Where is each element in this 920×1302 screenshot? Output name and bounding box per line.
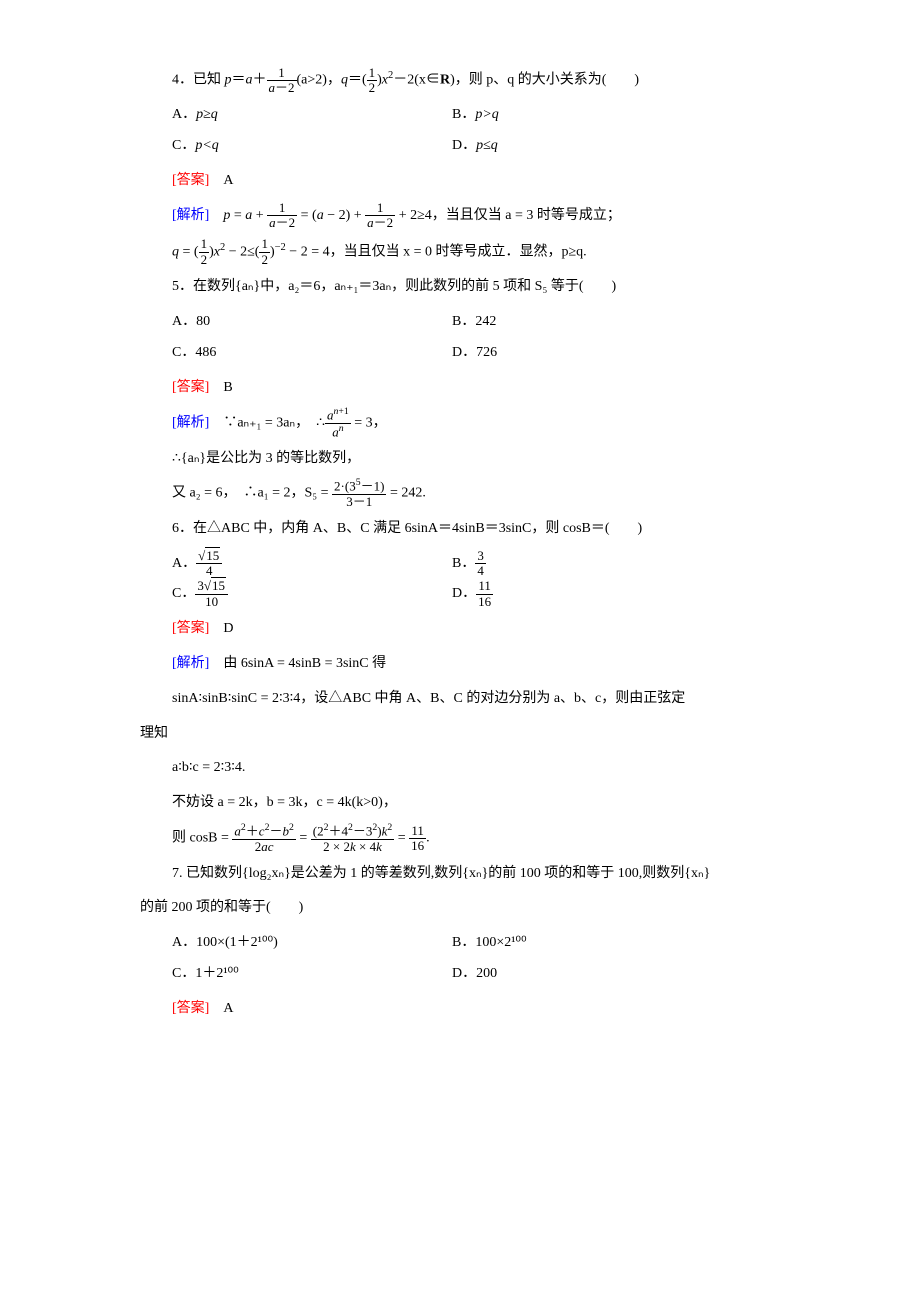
q6-exp5-pre: 则 cosB =	[172, 831, 232, 846]
q6-optC: C．31510	[172, 579, 452, 610]
q4-exp1-mid: + 2≥4，当且仅当 a = 3 时等号成立；	[395, 208, 621, 223]
q7-opts-row1: A．100×(1＋2¹⁰⁰) B．100×2¹⁰⁰	[140, 928, 820, 959]
answer-label: [答案]	[172, 380, 209, 395]
q6-explain-1: [解析] 由 6sinA = 4sinB = 3sinC 得	[140, 649, 820, 680]
q7-stem-2: 的前 200 项的和等于( )	[140, 893, 820, 924]
q5-exp1-suf: = 3，	[351, 416, 387, 431]
explain-label: [解析]	[172, 416, 209, 431]
q5-exp1-pre: ∵aₙ₊₁ = 3aₙ， ∴	[209, 416, 325, 431]
q4-optD-text: p≤q	[476, 138, 498, 153]
q5-explain-3: 又 a₂ = 6， ∴a₁ = 2，S₅ = 2·(35－1)3－1 = 242…	[140, 478, 820, 509]
q4-optC: C．p<q	[172, 131, 452, 162]
q6-optA: A．154	[172, 549, 452, 580]
q6-stem: 6．在△ABC 中，内角 A、B、C 满足 6sinA＝4sinB＝3sinC，…	[140, 514, 820, 545]
q6-ans-text: D	[209, 621, 233, 636]
q7-stem-1: 7. 已知数列{log₂xₙ}是公差为 1 的等差数列,数列{xₙ}的前 100…	[140, 859, 820, 890]
q6-explain-2: sinA∶sinB∶sinC = 2∶3∶4，设△ABC 中角 A、B、C 的对…	[140, 684, 820, 715]
q4-optB: B．p>q	[452, 100, 820, 131]
q4-explain-1: [解析] p = a + 1a－2 = (a − 2) + 1a－2 + 2≥4…	[140, 201, 820, 232]
q6-answer: [答案] D	[140, 614, 820, 645]
q6-optC-label: C．	[172, 586, 195, 601]
q4-optD: D．p≤q	[452, 131, 820, 162]
q4-opts-row2: C．p<q D．p≤q	[140, 131, 820, 162]
answer-label: [答案]	[172, 173, 209, 188]
q6-opts-row2: C．31510 D．1116	[140, 579, 820, 610]
q6-optD-label: D．	[452, 586, 476, 601]
q6-explain-3: a∶b∶c = 2∶3∶4.	[140, 753, 820, 784]
q6-explain-2b: 理知	[140, 719, 820, 750]
q4-stem-suffix: )，则 p、q 的大小关系为( )	[450, 73, 639, 88]
q6-explain-5: 则 cosB = a2＋c2－b22ac = (22＋42－32)k22 × 2…	[140, 823, 820, 854]
q6-exp1: 由 6sinA = 4sinB = 3sinC 得	[209, 656, 386, 671]
q4-optB-text: p>q	[475, 107, 498, 122]
q4-optB-label: B．	[452, 107, 475, 122]
q7-ans-text: A	[209, 1001, 233, 1016]
q7-optD: D．200	[452, 959, 820, 990]
q5-explain-2: ∴{aₙ}是公比为 3 的等比数列，	[140, 444, 820, 475]
q7-optB: B．100×2¹⁰⁰	[452, 928, 820, 959]
q4-optC-text: p<q	[195, 138, 218, 153]
q4-optA-text: p≥q	[196, 107, 218, 122]
q5-ans-text: B	[209, 380, 232, 395]
q4-optA-label: A．	[172, 107, 196, 122]
q5-stem: 5．在数列{aₙ}中，a₂＝6，aₙ₊₁＝3aₙ，则此数列的前 5 项和 S₅ …	[140, 272, 820, 303]
q5-optA: A．80	[172, 307, 452, 338]
q7-optA: A．100×(1＋2¹⁰⁰)	[172, 928, 452, 959]
explain-label: [解析]	[172, 656, 209, 671]
q4-answer: [答案] A	[140, 166, 820, 197]
q4-opts-row1: A．p≥q B．p>q	[140, 100, 820, 131]
q7-answer: [答案] A	[140, 994, 820, 1025]
q5-answer: [答案] B	[140, 373, 820, 404]
answer-label: [答案]	[172, 621, 209, 636]
q5-exp3-pre: 又 a₂ = 6， ∴a₁ = 2，S₅ =	[172, 486, 332, 501]
q4-explain-2: q = (12)x2 − 2≤(12)−2 − 2 = 4，当且仅当 x = 0…	[140, 236, 820, 268]
q6-opts-row1: A．154 B．34	[140, 549, 820, 580]
q5-exp3-suf: = 242.	[386, 486, 425, 501]
explain-label: [解析]	[172, 208, 209, 223]
q6-optB: B．34	[452, 549, 820, 580]
q4-ans-text: A	[209, 173, 233, 188]
q5-opts-row2: C．486 D．726	[140, 338, 820, 369]
answer-label: [答案]	[172, 1001, 209, 1016]
q4-stem-mid2: －2(x∈	[393, 73, 440, 88]
q6-exp5-mid2: =	[394, 831, 409, 846]
q6-explain-4: 不妨设 a = 2k，b = 3k，c = 4k(k>0)，	[140, 788, 820, 819]
q6-exp5-suf: .	[426, 831, 430, 846]
q7-optC: C．1＋2¹⁰⁰	[172, 959, 452, 990]
q6-optD: D．1116	[452, 579, 820, 610]
q7-opts-row2: C．1＋2¹⁰⁰ D．200	[140, 959, 820, 990]
q5-explain-1: [解析] ∵aₙ₊₁ = 3aₙ， ∴an+1an = 3，	[140, 407, 820, 439]
q4-exp2-mid: − 2 = 4，当且仅当 x = 0 时等号成立．显然，p≥q.	[286, 244, 587, 259]
q4-optC-label: C．	[172, 138, 195, 153]
q5-opts-row1: A．80 B．242	[140, 307, 820, 338]
q5-optD: D．726	[452, 338, 820, 369]
q4-stem-prefix: 4．已知	[172, 73, 225, 88]
q6-optA-label: A．	[172, 556, 196, 571]
q5-optB: B．242	[452, 307, 820, 338]
q6-exp5-mid1: =	[296, 831, 311, 846]
q4-optD-label: D．	[452, 138, 476, 153]
q4-stem: 4．已知 p＝a＋1a－2(a>2)，q＝(12)x2－2(x∈R)，则 p、q…	[140, 64, 820, 96]
q6-optB-label: B．	[452, 556, 475, 571]
q4-optA: A．p≥q	[172, 100, 452, 131]
q5-optC: C．486	[172, 338, 452, 369]
q4-stem-mid1: (a>2)，	[297, 73, 341, 88]
